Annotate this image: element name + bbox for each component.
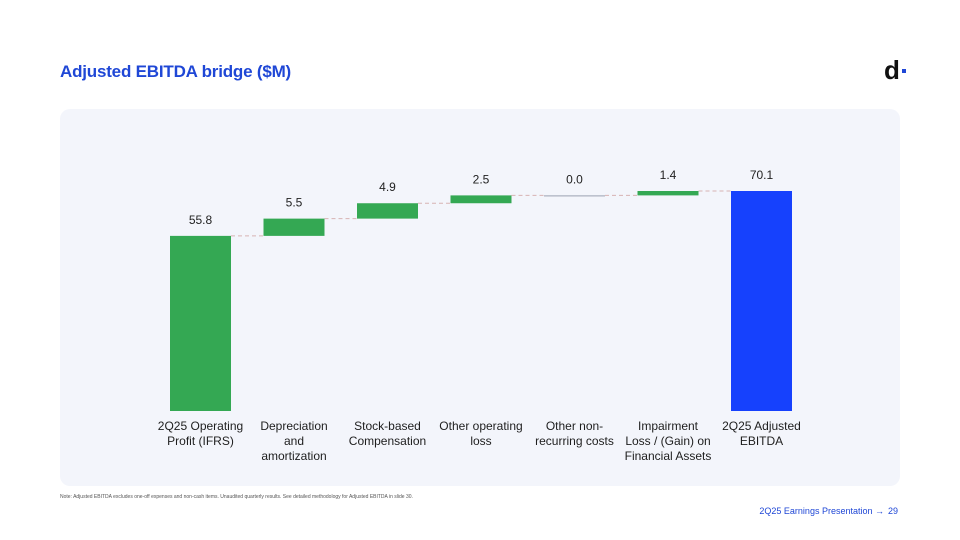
value-label-3: 4.9: [379, 180, 396, 194]
chart-panel: 55.8 2Q25 Operating Profit (IFRS) 5.5 Deprec…: [60, 109, 900, 486]
bar-6: [637, 191, 699, 196]
category-label-7-line-1: 2Q25 Adjusted: [722, 419, 801, 433]
category-label-4-line-2: loss: [470, 434, 491, 448]
bar-1: [170, 235, 231, 411]
bar-7: [731, 191, 792, 411]
value-label-4: 2.5: [473, 172, 490, 186]
footer-label: 2Q25 Earnings Presentation →: [759, 506, 884, 516]
value-label-2: 5.5: [286, 196, 303, 210]
bar-3: [357, 203, 418, 219]
category-label-5-line-1: Other non-: [546, 419, 603, 433]
category-label-1-line-2: Profit (IFRS): [167, 434, 234, 448]
category-label-6-line-3: Financial Assets: [625, 449, 712, 463]
slide-title: Adjusted EBITDA bridge ($M): [60, 62, 292, 81]
brand-logo: d: [884, 55, 906, 86]
category-label-2-line-2: and: [284, 434, 304, 448]
category-label-2-line-3: amortization: [261, 449, 326, 463]
bar-2: [263, 218, 325, 236]
bar-4: [450, 195, 512, 204]
category-label-6-line-2: Loss / (Gain) on: [625, 434, 710, 448]
category-label-3-line-1: Stock-based: [354, 419, 421, 433]
category-label-2-line-1: Depreciation: [260, 419, 327, 433]
value-label-7: 70.1: [750, 168, 774, 182]
category-label-6-line-1: Impairment: [638, 419, 699, 433]
value-label-6: 1.4: [660, 168, 677, 182]
category-label-7-line-2: EBITDA: [740, 434, 783, 448]
category-label-4-line-1: Other operating: [439, 419, 522, 433]
footer: 2Q25 Earnings Presentation → 29: [755, 506, 898, 516]
logo-dot: [901, 69, 906, 74]
footnote: Note: Adjusted EBITDA excludes one-off e…: [60, 494, 413, 500]
page-number: 29: [887, 506, 898, 516]
value-label-5: 0.0: [566, 172, 583, 186]
bar-5: [544, 195, 605, 197]
logo-letter: d: [884, 55, 900, 85]
category-label-3-line-2: Compensation: [349, 434, 426, 448]
value-label-1: 55.8: [189, 213, 213, 227]
category-label-1-line-1: 2Q25 Operating: [158, 419, 243, 433]
category-label-5-line-2: recurring costs: [535, 434, 614, 448]
